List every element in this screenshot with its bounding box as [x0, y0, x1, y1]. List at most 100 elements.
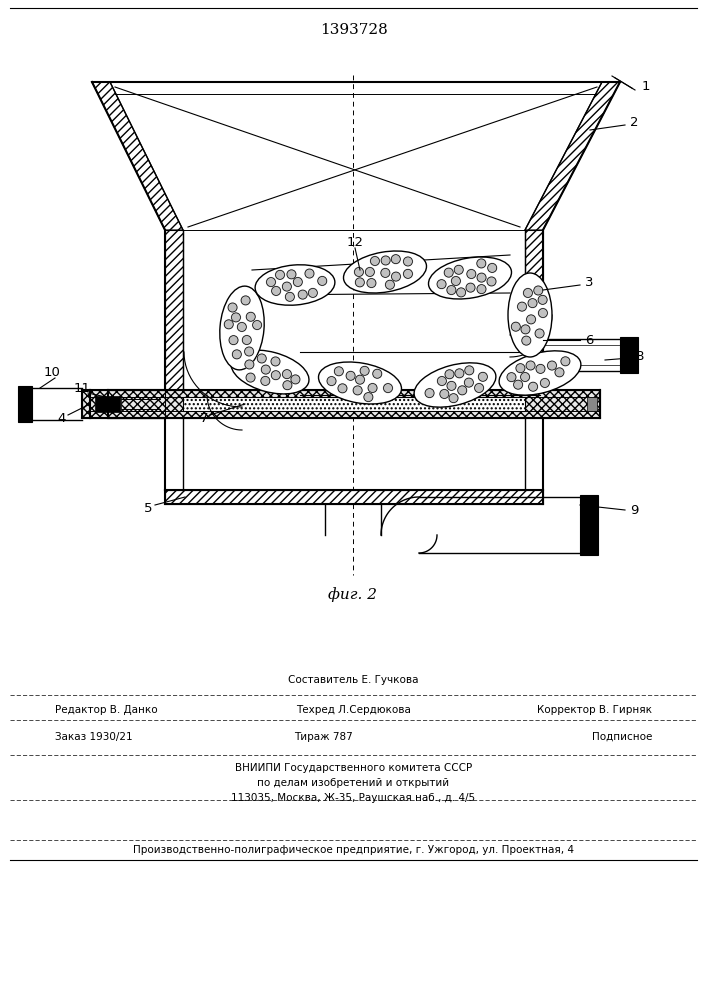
Circle shape [241, 296, 250, 305]
Circle shape [282, 282, 291, 291]
Circle shape [381, 256, 390, 265]
Circle shape [445, 370, 454, 379]
Circle shape [536, 364, 545, 373]
Text: 5: 5 [144, 502, 152, 514]
Circle shape [364, 393, 373, 402]
Circle shape [447, 381, 456, 390]
Circle shape [404, 257, 412, 266]
Circle shape [367, 279, 376, 288]
Bar [111, 397, 121, 411]
Text: 7: 7 [200, 412, 209, 424]
Circle shape [262, 365, 270, 374]
Circle shape [271, 286, 281, 295]
Text: 2: 2 [630, 116, 638, 129]
Text: Заказ 1930/21: Заказ 1930/21 [55, 732, 133, 742]
Circle shape [346, 371, 355, 380]
Ellipse shape [344, 251, 426, 293]
Ellipse shape [428, 257, 511, 299]
Circle shape [267, 278, 276, 287]
Circle shape [233, 350, 241, 359]
Circle shape [540, 378, 549, 387]
Circle shape [353, 386, 362, 395]
Text: 1393728: 1393728 [320, 23, 387, 37]
Circle shape [449, 394, 458, 403]
Circle shape [457, 288, 466, 297]
Circle shape [479, 372, 487, 381]
Circle shape [526, 361, 535, 370]
Bar [525, 230, 543, 390]
Bar [18, 386, 32, 422]
Text: 8: 8 [635, 351, 643, 363]
Circle shape [438, 377, 446, 386]
Text: фиг. 2: фиг. 2 [329, 588, 378, 602]
Circle shape [534, 286, 543, 295]
Text: 3: 3 [585, 276, 593, 290]
Ellipse shape [318, 362, 402, 404]
Circle shape [228, 303, 237, 312]
Circle shape [283, 381, 292, 390]
Ellipse shape [231, 350, 309, 394]
Circle shape [516, 364, 525, 373]
Circle shape [464, 366, 474, 375]
Circle shape [252, 321, 262, 330]
Circle shape [246, 373, 255, 382]
Circle shape [555, 368, 564, 377]
Text: Производственно-полиграфическое предприятие, г. Ужгород, ул. Проектная, 4: Производственно-полиграфическое предприя… [133, 845, 574, 855]
Circle shape [356, 375, 365, 384]
Circle shape [246, 312, 255, 321]
Circle shape [511, 322, 520, 331]
Ellipse shape [220, 286, 264, 370]
Text: Техред Л.Сердюкова: Техред Л.Сердюкова [296, 705, 411, 715]
Circle shape [455, 369, 464, 378]
Circle shape [271, 357, 280, 366]
Circle shape [466, 283, 475, 292]
Circle shape [467, 269, 476, 278]
Circle shape [291, 375, 300, 384]
Text: 9: 9 [630, 504, 638, 516]
Text: Корректор В. Гирняк: Корректор В. Гирняк [537, 705, 652, 715]
Ellipse shape [414, 363, 496, 407]
Circle shape [521, 325, 530, 334]
Text: 113035, Москва, Ж-35, Раушская наб., д. 4/5: 113035, Москва, Ж-35, Раушская наб., д. … [231, 793, 476, 803]
Bar [165, 490, 543, 504]
Circle shape [507, 373, 516, 382]
Circle shape [477, 285, 486, 294]
Circle shape [334, 367, 344, 376]
Text: Составитель Е. Гучкова: Составитель Е. Гучкова [288, 675, 419, 685]
Circle shape [338, 384, 347, 393]
Ellipse shape [508, 273, 552, 357]
Circle shape [360, 366, 369, 375]
Circle shape [368, 383, 377, 392]
Circle shape [440, 389, 449, 398]
Circle shape [444, 268, 453, 277]
Circle shape [327, 377, 336, 386]
Circle shape [354, 267, 363, 276]
Circle shape [477, 259, 486, 268]
Text: 6: 6 [585, 334, 593, 347]
Circle shape [425, 389, 434, 398]
Circle shape [293, 277, 303, 286]
Circle shape [224, 320, 233, 329]
Circle shape [527, 315, 536, 324]
Circle shape [271, 371, 280, 380]
Bar [620, 337, 638, 373]
Circle shape [229, 336, 238, 345]
Circle shape [437, 280, 446, 289]
Bar [580, 495, 598, 555]
Bar [108, 390, 600, 418]
Circle shape [373, 369, 382, 378]
Circle shape [528, 299, 537, 308]
Circle shape [474, 383, 484, 392]
Text: 12: 12 [346, 235, 363, 248]
Circle shape [385, 280, 395, 289]
Circle shape [561, 357, 570, 366]
Circle shape [305, 269, 314, 278]
Circle shape [282, 370, 291, 379]
Circle shape [287, 270, 296, 279]
Circle shape [487, 277, 496, 286]
Text: ВНИИПИ Государственного комитета СССР: ВНИИПИ Государственного комитета СССР [235, 763, 472, 773]
Circle shape [447, 286, 456, 295]
Circle shape [457, 386, 467, 395]
Text: 11: 11 [74, 382, 90, 395]
Polygon shape [525, 82, 620, 230]
